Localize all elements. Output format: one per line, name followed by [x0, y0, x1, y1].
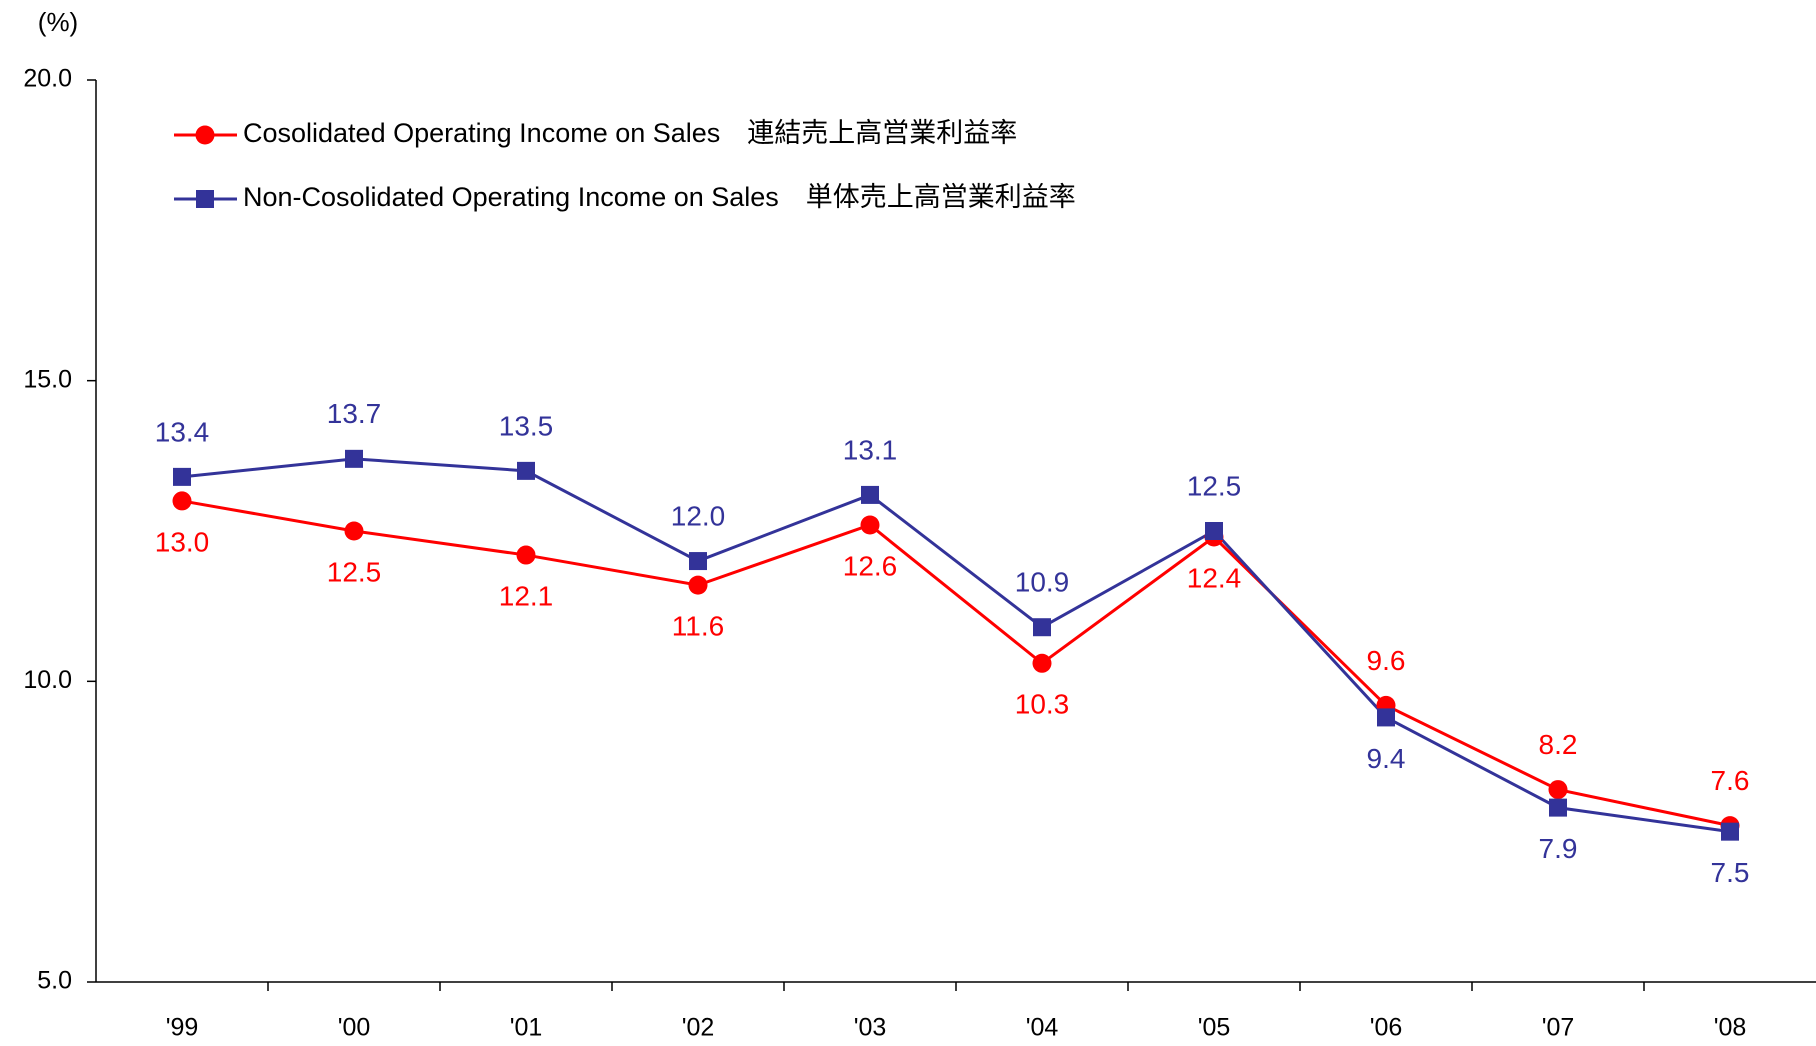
marker: [1549, 798, 1567, 817]
data-label: 13.7: [327, 398, 382, 429]
x-tick-label: '08: [1714, 1014, 1747, 1042]
marker: [196, 190, 214, 208]
marker: [860, 515, 880, 535]
data-label: 12.6: [843, 550, 898, 581]
marker: [688, 575, 708, 595]
data-label: 12.4: [1187, 562, 1242, 593]
data-label: 9.6: [1367, 645, 1406, 676]
legend-label: Non-Cosolidated Operating Income on Sale…: [243, 182, 1076, 212]
marker: [861, 485, 879, 504]
y-tick-label: 5.0: [37, 967, 72, 995]
x-tick-label: '07: [1542, 1014, 1575, 1042]
x-tick-label: '06: [1370, 1014, 1403, 1042]
x-tick-label: '04: [1026, 1014, 1059, 1042]
marker: [1721, 822, 1739, 841]
y-tick-label: 10.0: [23, 666, 72, 694]
x-tick-label: '99: [166, 1014, 199, 1042]
marker: [1377, 708, 1395, 727]
data-label: 10.3: [1015, 689, 1070, 720]
y-tick-label: 20.0: [23, 65, 72, 93]
x-tick-label: '00: [338, 1014, 371, 1042]
marker: [172, 491, 192, 511]
data-label: 7.5: [1711, 857, 1750, 888]
data-label: 12.1: [499, 580, 554, 611]
data-label: 11.6: [672, 611, 724, 642]
series-line: [181, 457, 1731, 834]
legend-label: Cosolidated Operating Income on Sales 連結…: [243, 118, 1017, 148]
series-line: [181, 499, 1731, 828]
data-label: 13.5: [499, 410, 554, 441]
marker: [195, 125, 215, 145]
data-label: 7.9: [1539, 833, 1578, 864]
data-label: 13.1: [843, 434, 898, 465]
data-label: 8.2: [1539, 729, 1578, 760]
data-label: 12.5: [327, 556, 382, 587]
x-tick-label: '03: [854, 1014, 887, 1042]
marker: [516, 545, 536, 565]
data-label: 13.0: [155, 526, 210, 557]
data-label: 13.4: [155, 416, 210, 447]
data-label: 10.9: [1015, 567, 1070, 598]
x-tick-label: '02: [682, 1014, 715, 1042]
marker: [345, 449, 363, 468]
marker: [1548, 780, 1568, 800]
marker: [173, 467, 191, 486]
y-axis-label: (%): [38, 7, 78, 37]
marker: [1205, 522, 1223, 540]
data-label: 7.6: [1711, 765, 1750, 796]
data-label: 9.4: [1367, 743, 1406, 774]
x-tick-label: '05: [1198, 1014, 1231, 1042]
marker: [1033, 618, 1051, 637]
marker: [1032, 653, 1052, 673]
data-label: 12.0: [671, 500, 726, 531]
marker: [344, 521, 364, 541]
data-label: 12.5: [1187, 470, 1242, 501]
x-tick-label: '01: [510, 1014, 543, 1042]
y-tick-label: 15.0: [23, 365, 72, 393]
marker: [517, 461, 535, 480]
marker: [689, 552, 707, 571]
